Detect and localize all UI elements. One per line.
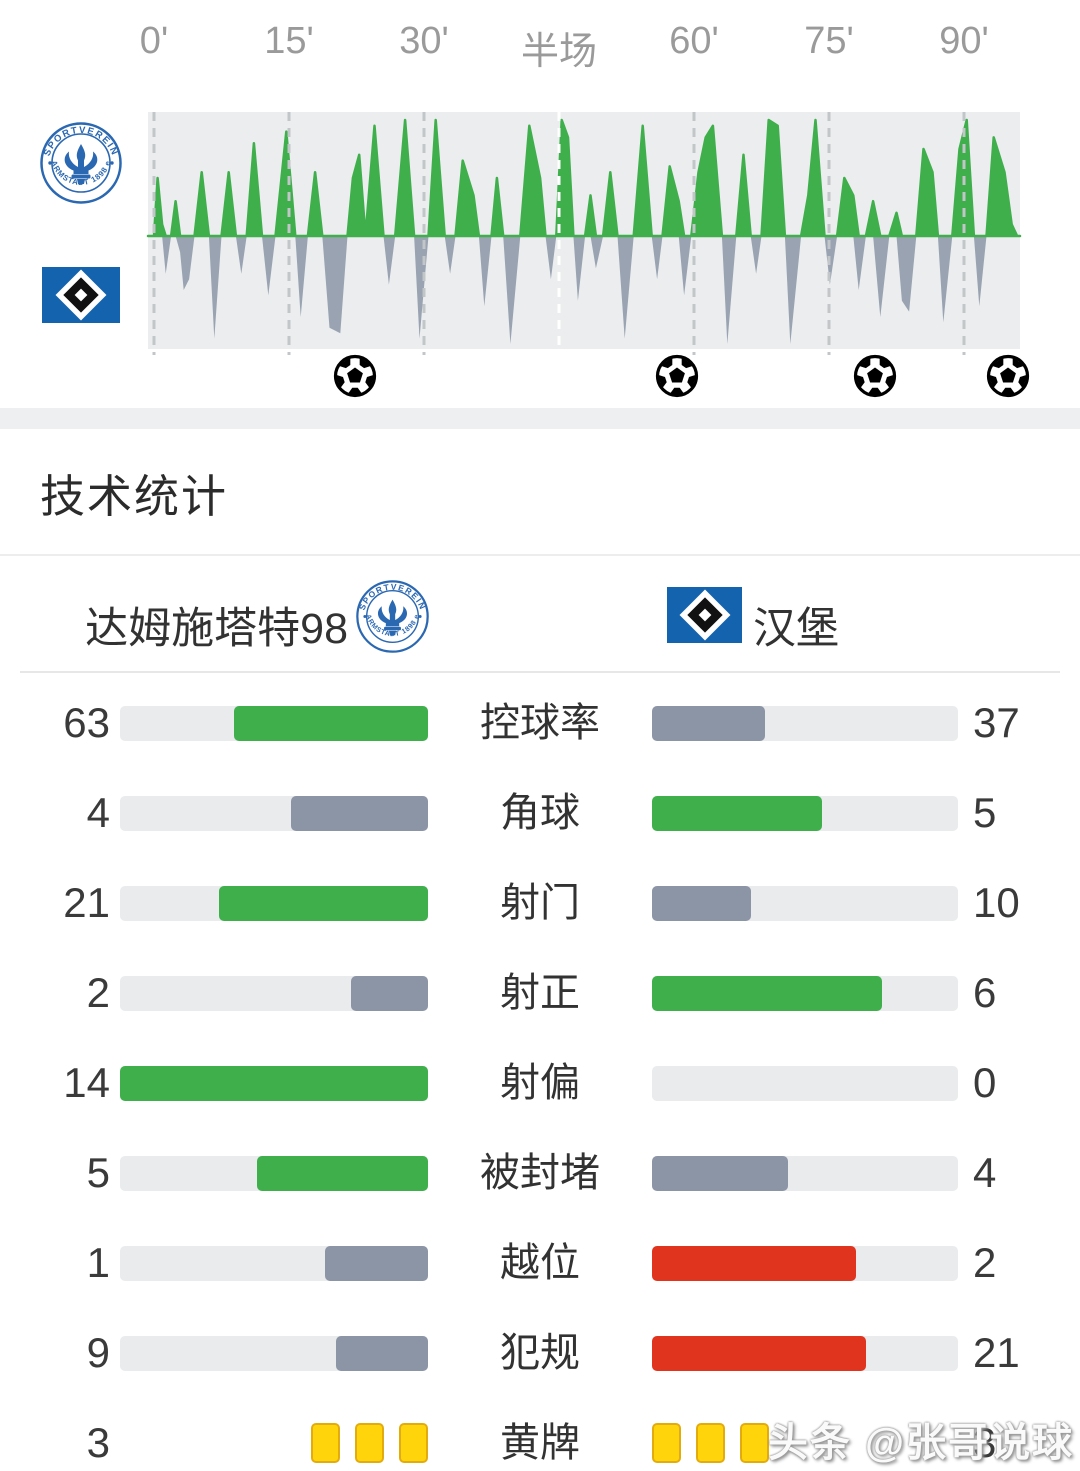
timeline-label: 75': [804, 20, 854, 62]
away-stat-bar-fill: [652, 976, 882, 1011]
away-stat-bar-fill: [652, 1156, 788, 1191]
away-stat-bar-track: [652, 976, 958, 1011]
away-stat-bar-track: [652, 796, 958, 831]
stat-label: 越位: [500, 1241, 580, 1285]
yellow-card-icon: [311, 1423, 340, 1463]
away-stat-bar-track: [652, 1066, 958, 1101]
away-stat-bar-track: [652, 1336, 958, 1371]
section-title: 技术统计: [40, 471, 229, 522]
yellow-card-icon: [652, 1423, 681, 1463]
home-stat-value: 9: [86, 1329, 110, 1376]
away-stat-value: 21: [973, 1329, 1020, 1376]
stat-label: 黄牌: [500, 1421, 580, 1465]
home-stat-value: 2: [86, 969, 110, 1016]
section-separator-band: [0, 408, 1080, 429]
stat-label: 射偏: [500, 1061, 580, 1105]
goal-ball-icon: [655, 354, 699, 398]
timeline-label: 60': [669, 20, 719, 62]
away-stat-value: 0: [973, 1059, 997, 1106]
timeline-label: 30': [399, 20, 449, 62]
stat-label: 控球率: [480, 701, 600, 745]
stat-label: 角球: [500, 791, 580, 835]
away-stat-bar-track: [652, 706, 958, 741]
yellow-card-icon: [355, 1423, 384, 1463]
timeline-label: 0': [139, 20, 169, 62]
stat-label: 射正: [500, 971, 580, 1015]
home-stat-value: 4: [86, 789, 110, 836]
away-team-name: 汉堡: [753, 605, 839, 653]
away-stat-bar-fill: [652, 1336, 867, 1371]
momentum-area-plot: [146, 112, 1022, 355]
home-stat-bar-fill: [120, 1066, 428, 1101]
away-team-crest-small-icon: [667, 587, 742, 643]
home-stat-bar-fill: [351, 976, 428, 1011]
stat-label: 犯规: [500, 1331, 580, 1375]
home-stat-bar-fill: [291, 796, 428, 831]
yellow-card-icon: [696, 1423, 725, 1463]
away-stat-value: 2: [973, 1239, 997, 1286]
away-stat-bar-fill: [652, 1246, 856, 1281]
home-stat-value: 3: [86, 1419, 110, 1466]
goal-ball-icon: [853, 354, 897, 398]
home-stat-bar-fill: [335, 1336, 428, 1371]
home-yellow-cards: [120, 1423, 428, 1463]
home-stat-bar-track: [120, 1336, 428, 1371]
home-stat-bar-track: [120, 796, 428, 831]
home-stat-bar-fill: [325, 1246, 428, 1281]
away-stat-bar-fill: [652, 706, 766, 741]
away-stat-bar-track: [652, 1156, 958, 1191]
home-team-crest-icon: SPORTVEREIN DARMSTADT 1898 eV: [40, 122, 122, 204]
away-stat-bar-fill: [652, 886, 751, 921]
home-stat-value: 5: [86, 1149, 110, 1196]
yellow-card-icon: [740, 1423, 769, 1463]
away-stat-value: 3: [973, 1419, 997, 1466]
home-team-name: 达姆施塔特98: [85, 605, 348, 653]
momentum-chart: [146, 112, 1022, 355]
stat-label: 射门: [500, 881, 580, 925]
home-stat-value: 1: [86, 1239, 110, 1286]
home-stat-bar-fill: [256, 1156, 428, 1191]
divider: [20, 671, 1060, 673]
away-stat-value: 5: [973, 789, 997, 836]
home-stat-bar-track: [120, 886, 428, 921]
home-team-crest-small-icon: SPORTVEREIN DARMSTADT 1898 eV: [356, 580, 429, 653]
away-stat-value: 4: [973, 1149, 997, 1196]
away-stat-bar-track: [652, 886, 958, 921]
home-stat-bar-track: [120, 1246, 428, 1281]
watermark: 头条 @张哥说球: [767, 1421, 1074, 1465]
divider: [0, 554, 1080, 556]
away-stat-value: 37: [973, 699, 1020, 746]
away-stat-bar-fill: [652, 796, 822, 831]
yellow-card-icon: [399, 1423, 428, 1463]
home-stat-bar-track: [120, 1066, 428, 1101]
home-stat-bar-track: [120, 1156, 428, 1191]
stat-label: 被封堵: [480, 1151, 600, 1195]
home-stat-bar-track: [120, 976, 428, 1011]
home-stat-bar-fill: [233, 706, 428, 741]
away-stat-value: 6: [973, 969, 997, 1016]
home-stat-value: 63: [63, 699, 110, 746]
home-stat-bar-fill: [219, 886, 428, 921]
home-stat-value: 21: [63, 879, 110, 926]
home-stat-bar-track: [120, 706, 428, 741]
timeline-label: 15': [264, 20, 314, 62]
goal-ball-icon: [333, 354, 377, 398]
away-stat-bar-track: [652, 1246, 958, 1281]
goal-ball-icon: [986, 354, 1030, 398]
home-stat-value: 14: [63, 1059, 110, 1106]
away-yellow-cards: [652, 1423, 958, 1463]
timeline-label: 半场: [520, 31, 598, 73]
timeline-label: 90': [939, 20, 989, 62]
away-team-crest-icon: [42, 267, 120, 323]
away-stat-value: 10: [973, 879, 1020, 926]
